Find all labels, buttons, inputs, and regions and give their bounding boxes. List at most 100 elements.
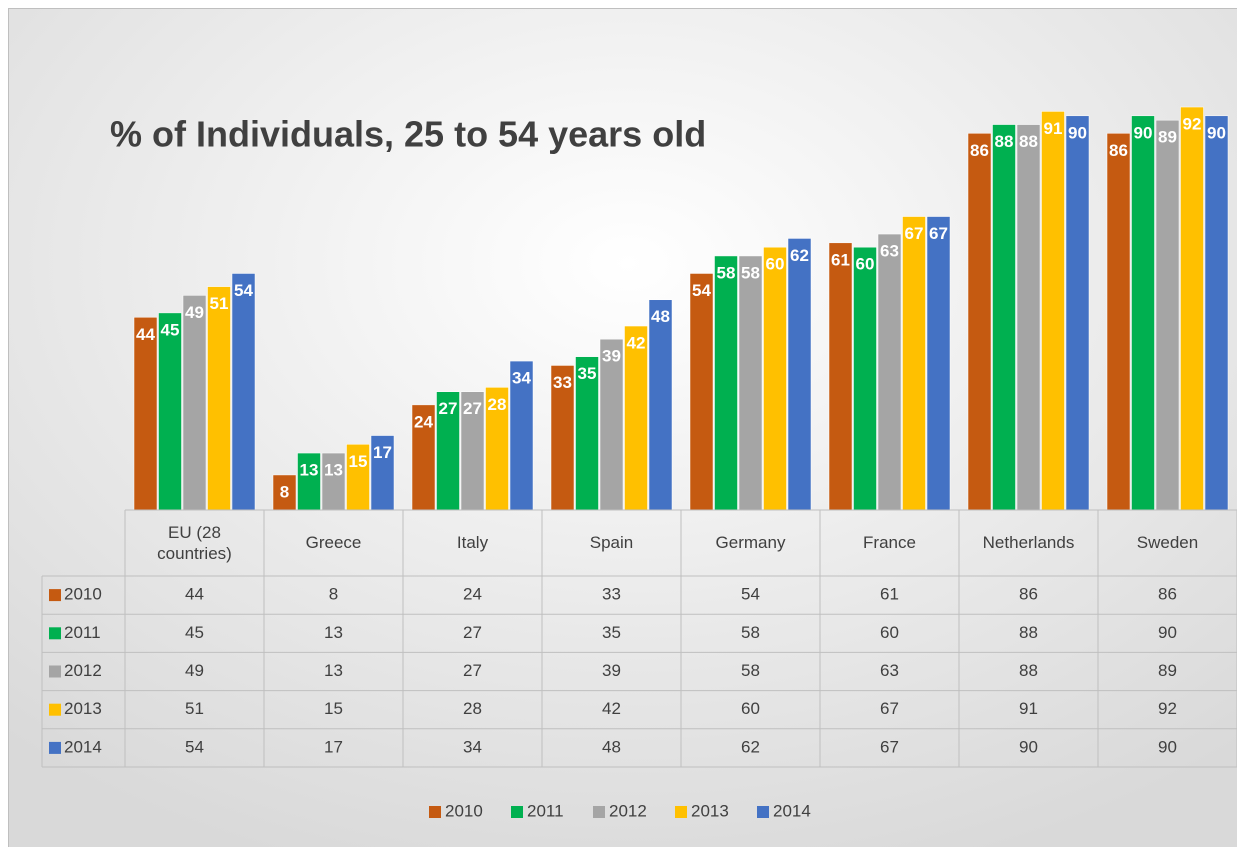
data-label: 34: [512, 369, 531, 388]
legend-label: 2012: [609, 801, 647, 820]
table-cell: 51: [185, 699, 204, 718]
table-cell: 67: [880, 699, 899, 718]
table-cell: 13: [324, 661, 343, 680]
data-label: 17: [373, 443, 392, 462]
bar: [992, 124, 1016, 511]
category-cell: Spain: [590, 533, 633, 552]
table-legend-key: [49, 627, 61, 640]
data-label: 27: [439, 399, 458, 418]
table-row-label: 2012: [64, 661, 102, 680]
category-cell: Netherlands: [982, 533, 1075, 553]
table-cell: 8: [329, 585, 338, 604]
data-label: 48: [651, 307, 670, 326]
data-label: 58: [741, 263, 760, 282]
bar: [787, 238, 812, 511]
data-label: 44: [136, 325, 155, 344]
data-label: 13: [324, 461, 343, 480]
table-cell: 54: [185, 737, 204, 756]
data-label: 86: [1109, 141, 1128, 160]
data-label: 90: [1207, 123, 1226, 142]
bar: [763, 246, 787, 511]
legend-swatch: [511, 806, 523, 818]
data-label: 67: [929, 224, 948, 243]
bar: [926, 216, 951, 511]
table-cell: 58: [741, 661, 760, 680]
table-cell: 28: [463, 699, 482, 718]
bar: [853, 246, 877, 511]
data-label: 42: [627, 334, 646, 353]
category-cell: Sweden: [1136, 533, 1199, 553]
bar: [1106, 133, 1131, 511]
table-legend-key: [49, 703, 61, 716]
bar: [231, 273, 256, 511]
table-legend-key: [49, 589, 61, 602]
table-cell: 58: [741, 623, 760, 642]
table-cell: 42: [602, 699, 621, 718]
table-cell: 49: [185, 661, 204, 680]
table-cell: 27: [463, 661, 482, 680]
x-tick-label: Greece: [305, 533, 362, 553]
x-tick-label: Netherlands: [982, 533, 1075, 553]
bar: [1065, 115, 1090, 511]
bar: [714, 255, 738, 511]
table-cell: 45: [185, 623, 204, 642]
data-label: 90: [1068, 123, 1087, 142]
bar: [133, 317, 158, 511]
table-cell: 60: [880, 623, 899, 642]
data-label: 58: [717, 263, 736, 282]
legend-swatch: [675, 806, 687, 818]
data-label: 92: [1183, 115, 1202, 134]
table-cell: 60: [741, 699, 760, 718]
table-cell: 27: [463, 623, 482, 642]
bar: [1204, 115, 1229, 511]
legend-swatch: [429, 806, 441, 818]
table-cell: 90: [1019, 737, 1038, 756]
table-row-label: 2014: [64, 737, 102, 756]
data-label: 27: [463, 399, 482, 418]
data-label: 86: [970, 141, 989, 160]
bar: [1155, 119, 1180, 511]
bar: [902, 216, 926, 511]
legend-label: 2014: [773, 801, 811, 820]
bar: [877, 233, 902, 511]
bar: [1016, 124, 1041, 511]
bar: [207, 286, 231, 511]
bar: [1180, 106, 1204, 511]
table-cell: 13: [324, 623, 343, 642]
table-row-label: 2013: [64, 699, 102, 718]
data-label: 91: [1044, 119, 1063, 138]
data-label: 67: [905, 224, 924, 243]
category-cell: Greece: [305, 533, 362, 553]
data-label: 24: [414, 412, 433, 431]
data-label: 89: [1158, 128, 1177, 147]
bar: [828, 242, 853, 511]
table-legend-key: [49, 741, 61, 754]
table-cell: 90: [1158, 737, 1177, 756]
data-label: 62: [790, 246, 809, 265]
x-tick-label: Sweden: [1136, 533, 1199, 553]
data-label: 15: [349, 452, 368, 471]
bar: [158, 312, 182, 511]
bar: [738, 255, 763, 511]
table-cell: 61: [880, 585, 899, 604]
bar: [648, 299, 673, 511]
table-row-label: 2010: [64, 585, 102, 604]
table-cell: 33: [602, 585, 621, 604]
x-tick-label: France: [863, 533, 916, 553]
table-cell: 48: [602, 737, 621, 756]
legend-label: 2010: [445, 801, 483, 820]
table-cell: 35: [602, 623, 621, 642]
table-cell: 54: [741, 585, 760, 604]
table-cell: 86: [1158, 585, 1177, 604]
x-tick-label: EU (28 countries): [157, 522, 232, 563]
bar: [967, 133, 992, 511]
data-label: 61: [831, 250, 850, 269]
chart-title: % of Individuals, 25 to 54 years old: [110, 114, 706, 155]
data-label: 88: [1019, 132, 1038, 151]
data-label: 60: [856, 255, 875, 274]
legend-label: 2011: [527, 801, 564, 820]
table-cell: 39: [602, 661, 621, 680]
data-label: 45: [161, 320, 180, 339]
data-label: 13: [300, 461, 319, 480]
